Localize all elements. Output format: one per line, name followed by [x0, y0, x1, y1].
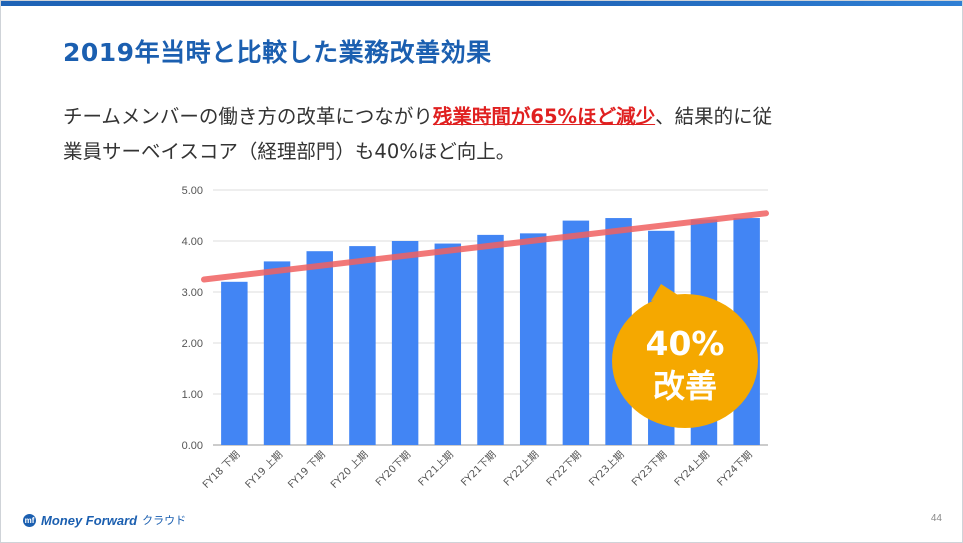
- y-tick-label: 3.00: [182, 287, 203, 299]
- x-tick-label: FY23下期: [629, 449, 669, 489]
- bar: [349, 246, 376, 445]
- trend-line: [201, 210, 769, 283]
- body-line1-pre: チームメンバーの働き方の改革につながり: [63, 105, 433, 128]
- page-number: 44: [930, 513, 942, 524]
- body-line2: 業員サーベイスコア（経理部門）も40%ほど向上。: [63, 140, 516, 163]
- x-tick-label: FY24上期: [672, 449, 712, 489]
- y-tick-label: 1.00: [182, 389, 203, 401]
- bar: [519, 233, 547, 445]
- footer-logo: mf Money Forward クラウド: [23, 512, 186, 528]
- y-tick-label: 0.00: [182, 440, 203, 452]
- x-tick-label: FY24下期: [715, 449, 755, 489]
- callout-line1: 40%: [646, 324, 725, 363]
- y-tick-label: 5.00: [182, 185, 203, 197]
- x-tick-label: FY21上期: [416, 449, 456, 489]
- body-text: チームメンバーの働き方の改革につながり残業時間が65%ほど減少、結果的に従 業員…: [63, 99, 903, 169]
- x-tick-label: FY21下期: [459, 449, 499, 489]
- x-tick-label: FY22上期: [501, 449, 541, 489]
- x-tick-label: FY19 下期: [286, 449, 328, 491]
- top-accent-bar: [1, 1, 962, 6]
- bar: [263, 261, 291, 445]
- body-highlight: 残業時間が65%ほど減少: [432, 105, 656, 128]
- bar: [306, 251, 333, 445]
- y-tick-label: 4.00: [182, 236, 203, 248]
- x-tick-label: FY19 上期: [243, 449, 285, 491]
- callout-bubble: [612, 294, 758, 428]
- bar: [391, 241, 419, 445]
- money-forward-logo-icon: mf: [23, 513, 36, 527]
- x-tick-label: FY20下期: [373, 449, 413, 489]
- page-title: 2019年当時と比較した業務改善効果: [63, 38, 492, 67]
- y-tick-label: 2.00: [182, 338, 203, 350]
- logo-name: Money Forward: [41, 512, 138, 528]
- body-line1-post: 、結果的に従: [655, 105, 773, 128]
- bar: [434, 243, 462, 445]
- x-tick-label: FY22下期: [544, 449, 584, 489]
- x-tick-label: FY18 下期: [200, 449, 242, 491]
- bar: [477, 234, 504, 445]
- callout-line2: 改善: [653, 367, 717, 405]
- bar: [562, 220, 590, 445]
- logo-suffix: クラウド: [142, 515, 187, 527]
- x-tick-label: FY20 上期: [328, 449, 370, 491]
- x-tick-label: FY23上期: [587, 449, 627, 489]
- bar: [221, 281, 248, 445]
